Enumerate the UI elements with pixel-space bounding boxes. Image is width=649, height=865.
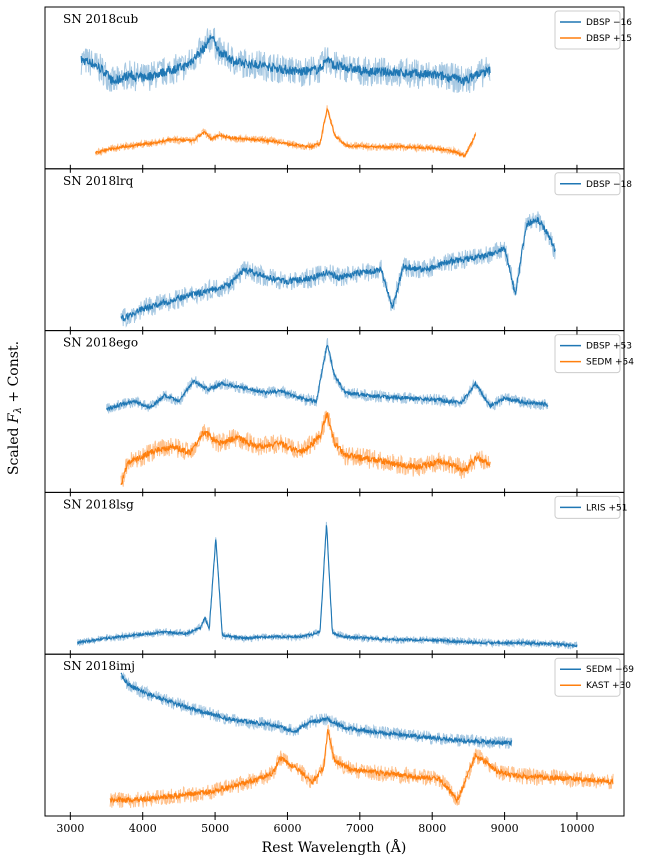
x-tick-label-5: 8000 <box>418 822 446 835</box>
series-4-0-raw <box>120 671 513 750</box>
series-0-0-raw <box>80 27 491 94</box>
series-4-1-line <box>109 729 614 804</box>
legend-label-0-0: DBSP −16 <box>586 18 632 28</box>
panel-3: SN 2018lsg LRIS +51 <box>44 491 628 655</box>
series-4-0-line <box>120 672 513 747</box>
legend-label-3-0: LRIS +51 <box>586 503 628 513</box>
panel-title-0: SN 2018cub <box>63 12 139 26</box>
legend-label-2-1: SEDM +54 <box>586 358 634 368</box>
x-tick-label-7: 10000 <box>559 822 594 835</box>
panel-4: SN 2018imj SEDM −69 KAST +30 <box>44 653 634 817</box>
series-2-0-raw <box>106 338 549 414</box>
x-tick-label-4: 7000 <box>346 822 374 835</box>
legend-label-4-0: SEDM −69 <box>586 665 634 675</box>
panel-title-4: SN 2018imj <box>63 659 135 673</box>
panel-frame-2 <box>44 330 625 493</box>
x-tick-label-2: 5000 <box>201 822 229 835</box>
x-tick-label-0: 3000 <box>56 822 84 835</box>
x-axis: 3000 4000 5000 6000 7000 8000 9000 10000 <box>56 816 594 835</box>
series-2-0-line <box>105 344 549 412</box>
y-axis-title-pre: Scaled <box>6 423 22 475</box>
panel-frame-3 <box>44 491 625 655</box>
panel-2: SN 2018ego DBSP +53 SEDM +54 <box>44 330 634 493</box>
legend-box-1 <box>554 172 621 196</box>
x-tick-label-3: 6000 <box>273 822 301 835</box>
panel-frame-4 <box>44 653 625 817</box>
x-tick-label-1: 4000 <box>129 822 157 835</box>
series-0-1-raw <box>95 105 477 157</box>
panel-frame-1 <box>44 168 625 332</box>
x-axis-title: Rest Wavelength (Å) <box>262 838 407 856</box>
panel-0: SN 2018cub DBSP −16 DBSP +15 <box>44 6 632 170</box>
series-1-0-line <box>120 217 556 323</box>
legend-label-1-0: DBSP −18 <box>586 180 632 190</box>
y-axis-title-sub: λ <box>13 407 24 414</box>
legend-box-3 <box>554 495 621 519</box>
panel-title-3: SN 2018lsg <box>63 497 134 511</box>
legend-box-2 <box>554 334 621 374</box>
y-axis-title-var: F <box>6 412 22 424</box>
legend-label-2-0: DBSP +53 <box>586 342 632 352</box>
panel-1: SN 2018lrq DBSP −18 <box>44 168 632 332</box>
series-1-0-raw <box>120 211 556 328</box>
panel-title-1: SN 2018lrq <box>63 174 134 188</box>
series-0-1-line <box>95 107 477 159</box>
x-tick-label-6: 9000 <box>491 822 519 835</box>
y-axis-title: Scaled Fλ + Const. <box>6 341 24 475</box>
legend-box-0 <box>554 10 621 50</box>
legend-label-0-1: DBSP +15 <box>586 34 632 44</box>
series-2-1-line <box>120 412 491 485</box>
legend-box-4 <box>554 657 621 697</box>
y-axis-title-post: + Const. <box>6 341 22 407</box>
series-3-0-line <box>77 525 578 649</box>
legend-label-4-1: KAST +30 <box>586 681 631 691</box>
series-0-0-line <box>80 34 491 87</box>
panel-title-2: SN 2018ego <box>63 336 138 350</box>
